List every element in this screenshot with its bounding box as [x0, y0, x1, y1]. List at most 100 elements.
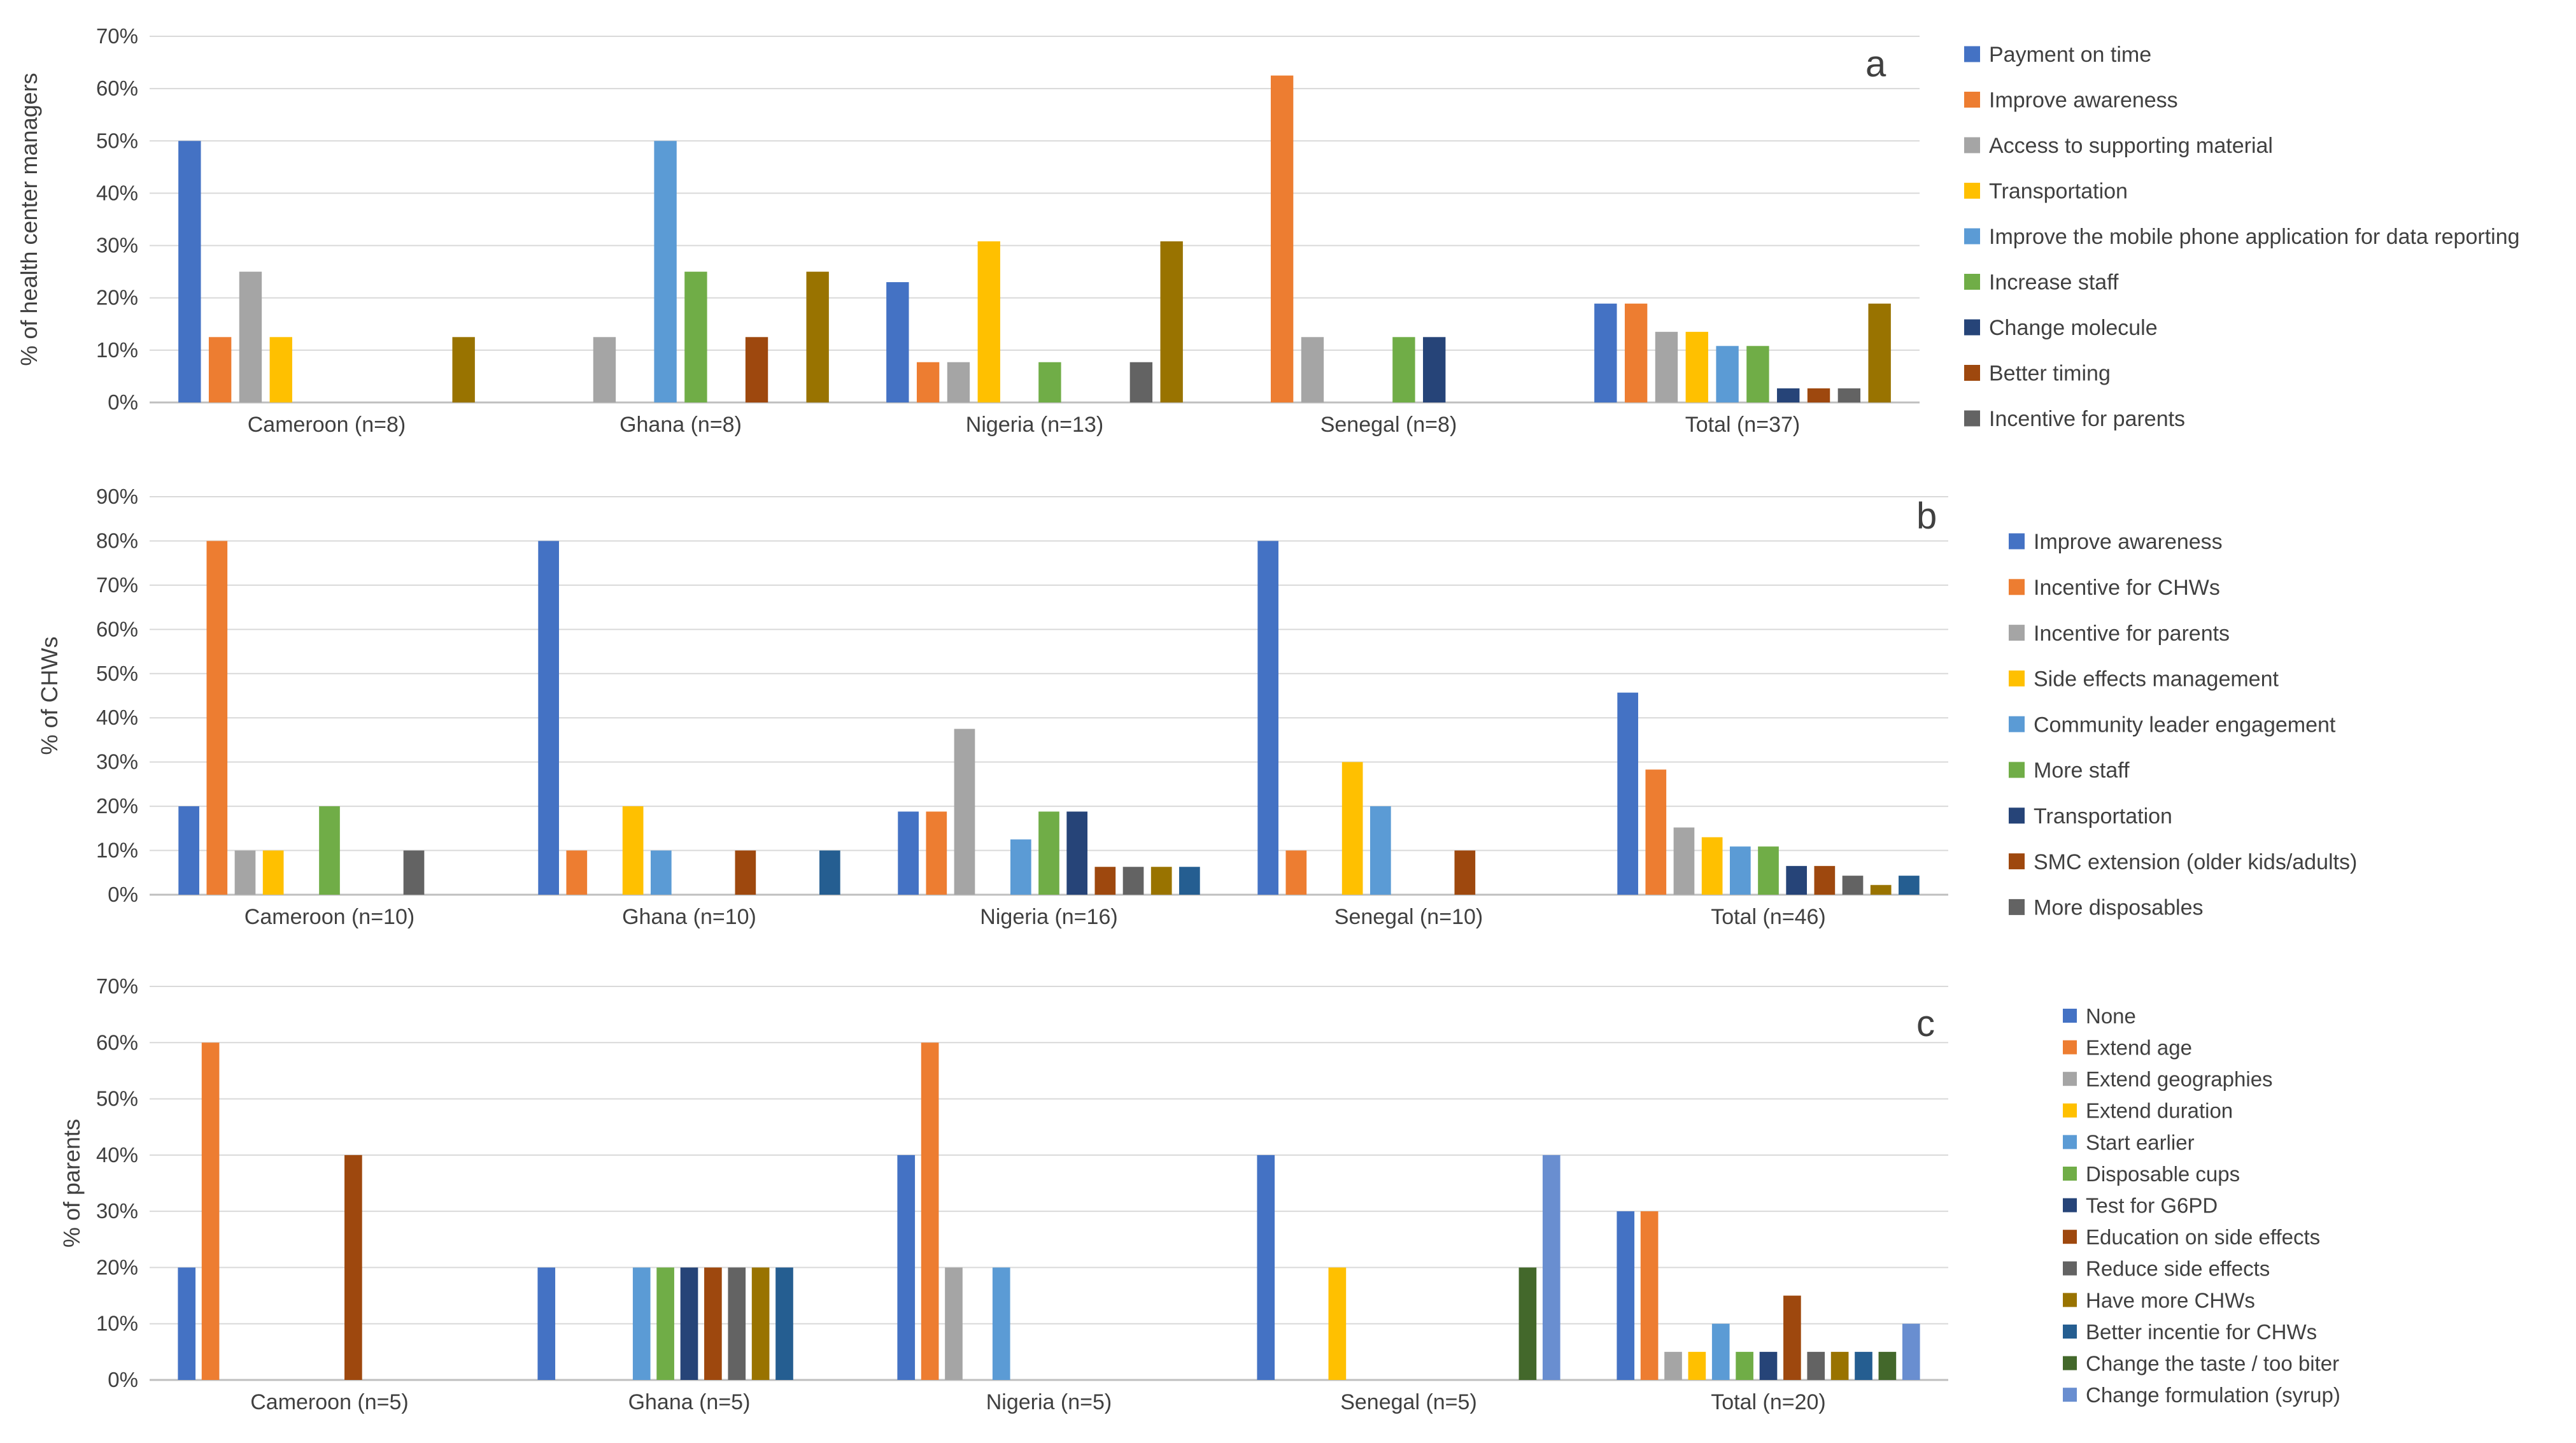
legend-entry: Extend duration	[2086, 1099, 2233, 1123]
y-tick-label: 0%	[108, 390, 138, 414]
legend-swatch	[2009, 670, 2025, 686]
bar	[704, 1267, 722, 1380]
legend-entry: Have more CHWs	[2086, 1288, 2255, 1312]
bar	[775, 1267, 793, 1380]
bar	[680, 1267, 698, 1380]
legend-entry: Transportation	[1989, 180, 2128, 204]
y-tick-label: 60%	[96, 76, 138, 100]
bar	[1594, 303, 1617, 402]
bar	[1899, 876, 1920, 895]
bar	[1617, 692, 1638, 895]
bar	[1830, 1351, 1849, 1380]
bar	[1777, 388, 1800, 402]
legend-swatch	[1964, 274, 1980, 290]
bar	[806, 271, 829, 402]
bar	[1902, 1323, 1920, 1380]
bar	[1160, 241, 1183, 402]
legend-swatch	[2009, 533, 2025, 550]
legend-entry: Side effects management	[2034, 667, 2279, 692]
bar	[1038, 362, 1061, 402]
legend-entry: Improve awareness	[1989, 89, 2178, 113]
legend-swatch	[1964, 92, 1980, 108]
legend-entry: Test for G6PD	[2086, 1193, 2218, 1217]
legend-swatch	[2063, 1293, 2077, 1307]
bar	[206, 541, 228, 895]
y-tick-label: 0%	[108, 1368, 138, 1391]
bar	[1038, 811, 1059, 895]
bar	[926, 811, 947, 895]
bar	[728, 1267, 746, 1380]
bar	[1150, 867, 1172, 895]
legend-entry: Access to supporting material	[1989, 134, 2273, 158]
y-tick-label: 30%	[96, 1199, 138, 1223]
legend-swatch	[2063, 1009, 2077, 1023]
bar	[1454, 850, 1476, 895]
category-label: Nigeria (n=16)	[980, 905, 1117, 929]
category-label: Ghana (n=8)	[619, 413, 742, 437]
y-tick-label: 10%	[96, 839, 138, 862]
legend-entry: Change the taste / too biter	[2086, 1351, 2339, 1375]
bar	[269, 337, 292, 402]
legend-swatch	[2063, 1040, 2077, 1055]
bar	[947, 362, 970, 402]
bar	[954, 729, 975, 895]
bar	[1328, 1267, 1347, 1380]
bar	[1655, 332, 1678, 402]
legend-swatch	[2009, 807, 2025, 824]
category-label: Nigeria (n=13)	[966, 413, 1103, 437]
y-tick-label: 0%	[108, 883, 138, 906]
bar	[208, 337, 232, 402]
bar	[1617, 1211, 1635, 1380]
panel-label: b	[1916, 495, 1937, 537]
y-axis-title: % of health center managers	[16, 73, 42, 366]
bar	[403, 850, 425, 895]
legend-entry: Change molecule	[1989, 316, 2158, 340]
y-tick-label: 40%	[96, 1143, 138, 1167]
legend-entry: Reduce side effects	[2086, 1257, 2270, 1281]
bar	[1270, 75, 1294, 403]
bar	[992, 1267, 1010, 1380]
bar	[1066, 811, 1088, 895]
bar	[650, 850, 672, 895]
legend-entry: Improve the mobile phone application for…	[1989, 225, 2520, 249]
category-label: Cameroon (n=10)	[244, 905, 414, 929]
bar	[1285, 850, 1307, 895]
bar	[1837, 388, 1861, 402]
bar	[1094, 867, 1116, 895]
bar	[178, 141, 201, 403]
category-label: Total (n=37)	[1685, 413, 1801, 437]
bar	[344, 1155, 362, 1380]
legend-swatch	[2063, 1198, 2077, 1212]
y-tick-label: 30%	[96, 750, 138, 774]
bar	[654, 141, 677, 403]
y-tick-label: 30%	[96, 234, 138, 257]
y-axis-title: % of CHWs	[36, 636, 62, 755]
bar	[751, 1267, 770, 1380]
bar	[1673, 827, 1695, 895]
bar	[819, 850, 840, 895]
panel-label: c	[1916, 1003, 1935, 1044]
legend-entry: Extend age	[2086, 1035, 2192, 1059]
legend-entry: Extend geographies	[2086, 1067, 2273, 1091]
bar	[977, 241, 1000, 402]
bar	[537, 1267, 556, 1380]
legend-swatch	[2009, 625, 2025, 641]
bar	[1711, 1323, 1730, 1380]
bar	[1842, 876, 1864, 895]
bar	[234, 850, 256, 895]
bar	[1855, 1351, 1872, 1380]
bar	[1783, 1295, 1801, 1380]
legend-swatch	[1964, 137, 1980, 153]
legend-entry: Incentive for parents	[1989, 407, 2185, 431]
bar	[898, 811, 919, 895]
bar	[1369, 806, 1391, 895]
bar	[1746, 346, 1769, 402]
legend-entry: Education on side effects	[2086, 1225, 2320, 1249]
bar	[1122, 867, 1144, 895]
y-tick-label: 10%	[96, 1312, 138, 1335]
legend-entry: SMC extension (older kids/adults)	[2034, 850, 2357, 874]
legend-swatch	[1964, 46, 1980, 62]
category-label: Senegal (n=8)	[1320, 413, 1457, 437]
legend-entry: Increase staff	[1989, 271, 2119, 295]
y-tick-label: 90%	[96, 485, 138, 508]
